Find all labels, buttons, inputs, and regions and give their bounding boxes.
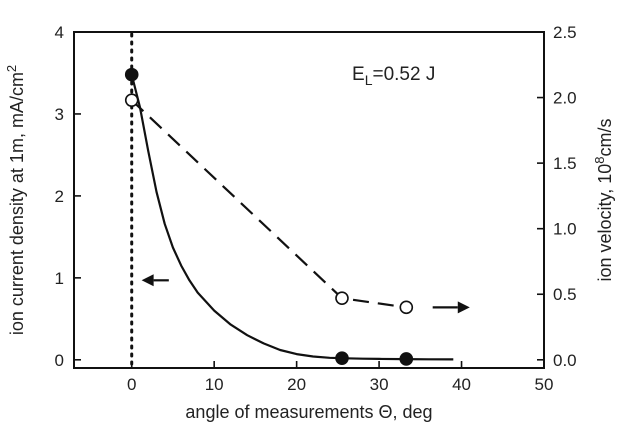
y-right-tick-label: 1.5 [553, 154, 577, 173]
y-right-axis-title-superscript: 8 [592, 157, 607, 164]
energy-annotation-subscript: L [365, 72, 373, 88]
series-0-point [124, 67, 139, 82]
energy-annotation-main: E [352, 64, 365, 85]
y-right-tick-label: 0.5 [553, 285, 577, 304]
series-1-point [399, 300, 414, 315]
y-left-axis-title: ion current density at 1m, mA/cm2 [4, 65, 27, 335]
x-tick-label: 10 [205, 375, 224, 394]
series-0-point [399, 352, 414, 366]
y-left-tick-label: 0 [55, 351, 64, 370]
x-tick-label: 50 [535, 375, 554, 394]
series-1-point [124, 93, 139, 107]
x-tick-label: 20 [287, 375, 306, 394]
y-right-axis-title-suffix: cm/s [595, 119, 615, 157]
y-left-axis-title-text: ion current density at 1m, mA/cm [7, 72, 27, 335]
arrow-left-head [141, 274, 154, 287]
arrow-right-head [457, 301, 470, 314]
energy-annotation-rest: =0.52 J [372, 64, 435, 85]
series-1-point [335, 291, 349, 305]
y-left-axis-title-superscript: 2 [4, 65, 19, 72]
y-right-axis-title-prefix: ion velocity, 10 [595, 164, 615, 282]
markers-layer [124, 67, 414, 366]
y-right-tick-label: 0.0 [553, 351, 577, 370]
y-left-tick-label: 2 [55, 187, 64, 206]
y-right-tick-label: 2.5 [553, 23, 577, 42]
x-tick-label: 0 [127, 375, 136, 394]
plot-frame [73, 31, 545, 369]
y-left-tick-label: 3 [55, 105, 64, 124]
x-tick-label: 30 [370, 375, 389, 394]
y-left-tick-label: 4 [55, 23, 64, 42]
energy-annotation: EL=0.52 J [352, 64, 435, 88]
series-0-point [335, 351, 349, 365]
x-tick-label: 40 [452, 375, 471, 394]
y-right-tick-label: 1.0 [553, 220, 577, 239]
y-right-tick-label: 2.0 [553, 89, 577, 108]
series-0-line [130, 74, 454, 361]
y-right-axis-title: ion velocity, 108cm/s [592, 119, 615, 282]
x-axis-title: angle of measurements Θ, deg [185, 402, 432, 422]
y-left-tick-label: 1 [55, 269, 64, 288]
plot-area [74, 32, 544, 368]
